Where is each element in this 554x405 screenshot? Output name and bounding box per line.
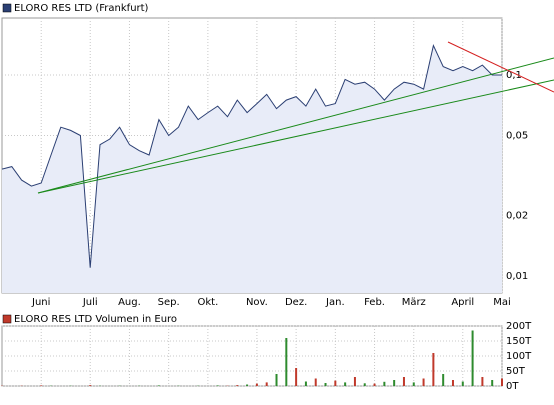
volume-bar [275,374,278,386]
price-line [1,44,502,268]
volume-bar [491,380,494,386]
y-tick-label: 0,05 [506,130,528,141]
volume-bar [481,377,484,386]
volume-bar [442,374,445,386]
volume-bar [412,382,415,386]
volume-bar [344,382,347,386]
volume-bar [363,383,366,386]
x-tick-label: Juli [82,297,98,308]
volume-bar [393,380,396,386]
volume-bar [353,377,356,386]
trend-line [37,57,554,194]
volume-bar [373,383,376,386]
volume-bar [383,381,386,386]
x-tick-label: Feb. [364,297,385,308]
volume-bar [432,353,435,386]
volume-bar [422,378,425,386]
x-tick-label: Sep. [158,297,180,308]
legend-swatch [2,314,12,324]
x-tick-label: Aug. [118,297,141,308]
volume-bar [471,330,474,386]
legend-label: ELORO RES LTD (Frankfurt) [14,3,149,14]
y-tick-label: 0,01 [506,271,528,282]
y-tick-label: 0T [506,381,519,392]
volume-bar [324,383,327,386]
volume-bar [246,384,249,386]
volume-bar [304,381,307,386]
volume-bar [501,378,503,386]
y-tick-label: 100T [506,351,532,362]
volume-bar [157,385,160,386]
volume-bar [236,385,239,386]
volume-bar [402,377,405,386]
plot-layer: Juni Juli Aug. Sep. Okt. Nov. Dez. Jan. Feb. März… [1,18,532,392]
y-tick-label: 50T [506,366,526,377]
legend-label: ELORO RES LTD Volumen in Euro [14,314,177,325]
x-tick-label: Dez. [285,297,307,308]
volume-bar [285,338,288,386]
legend-swatch [2,3,12,13]
volume-bar [334,380,337,386]
y-tick-label: 150T [506,336,532,347]
volume-bar [89,385,92,386]
y-tick-label: 0,02 [506,210,528,221]
volume-bar [461,381,464,386]
volume-bar [40,385,43,386]
trend-line [37,79,554,194]
x-tick-label: Mai [493,297,511,308]
x-tick-label: Okt. [197,297,218,308]
volume-bar [295,368,298,386]
x-tick-label: März [402,297,426,308]
volume-bar [255,383,258,386]
volume-bar [314,378,317,386]
x-tick-label: April [451,297,474,308]
x-tick-label: Juni [31,297,50,308]
x-tick-label: Jan. [325,297,345,308]
volume-bar [216,385,219,386]
volume-bar [451,380,454,386]
volume-bar [265,382,268,386]
trend-line [447,41,554,93]
y-tick-label: 200T [506,321,532,332]
y-tick-label: 0,1 [506,70,522,81]
area-fill [2,45,502,293]
x-tick-label: Nov. [246,297,268,308]
